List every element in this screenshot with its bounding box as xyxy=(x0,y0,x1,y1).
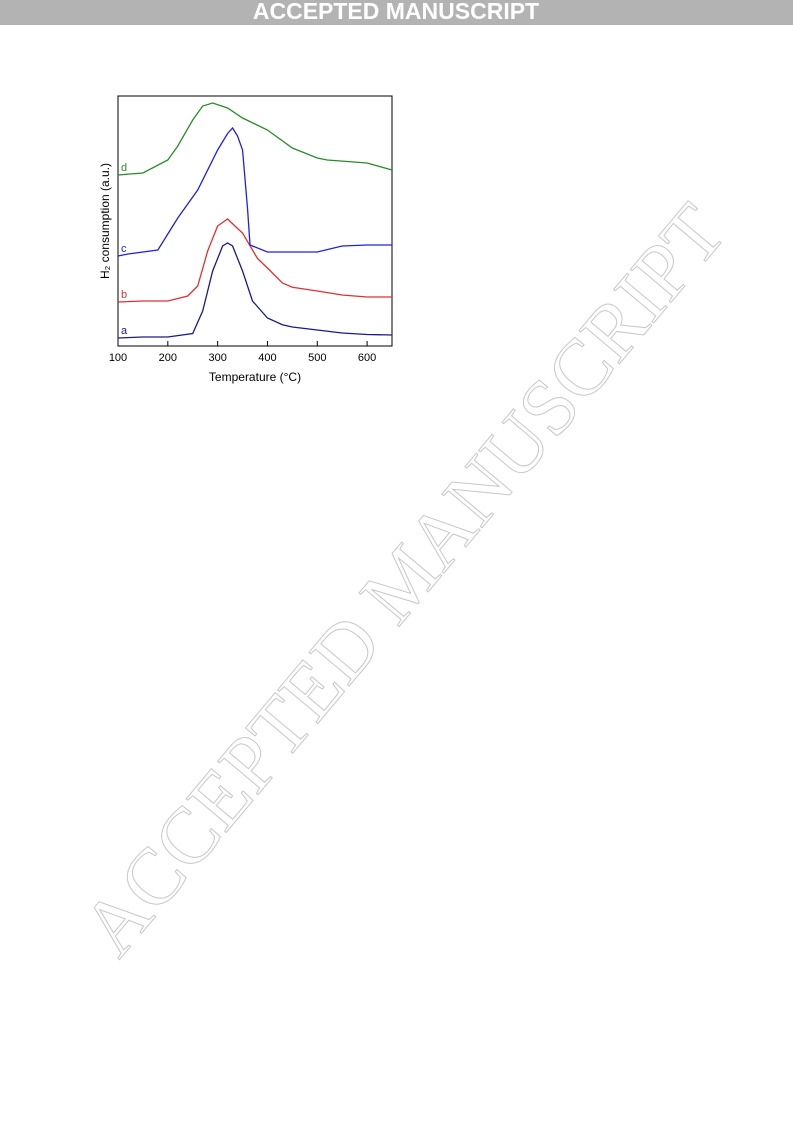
y-axis-label: H₂ consumption (a.u.) xyxy=(98,163,112,279)
series-label: b xyxy=(121,289,127,301)
series-line xyxy=(117,102,393,176)
x-tick-label: 400 xyxy=(258,352,276,364)
x-tick-label: 100 xyxy=(109,352,127,364)
banner-bar xyxy=(0,0,793,25)
x-tick-label: 300 xyxy=(208,352,226,364)
watermark: ACCEPTED MANUSCRIPT xyxy=(65,188,742,972)
series-label: a xyxy=(121,325,128,337)
plot-frame xyxy=(117,95,393,347)
series-label: c xyxy=(121,243,127,255)
series-label: d xyxy=(121,162,127,174)
series-line xyxy=(117,242,393,339)
banner-text: ACCEPTED MANUSCRIPT xyxy=(253,0,539,24)
x-tick-label: 600 xyxy=(358,352,376,364)
series-line xyxy=(117,126,392,257)
x-tick-label: 500 xyxy=(308,352,326,364)
x-axis-label: Temperature (°C) xyxy=(209,370,301,384)
x-tick-label: 200 xyxy=(159,352,177,364)
series-line xyxy=(117,218,392,303)
